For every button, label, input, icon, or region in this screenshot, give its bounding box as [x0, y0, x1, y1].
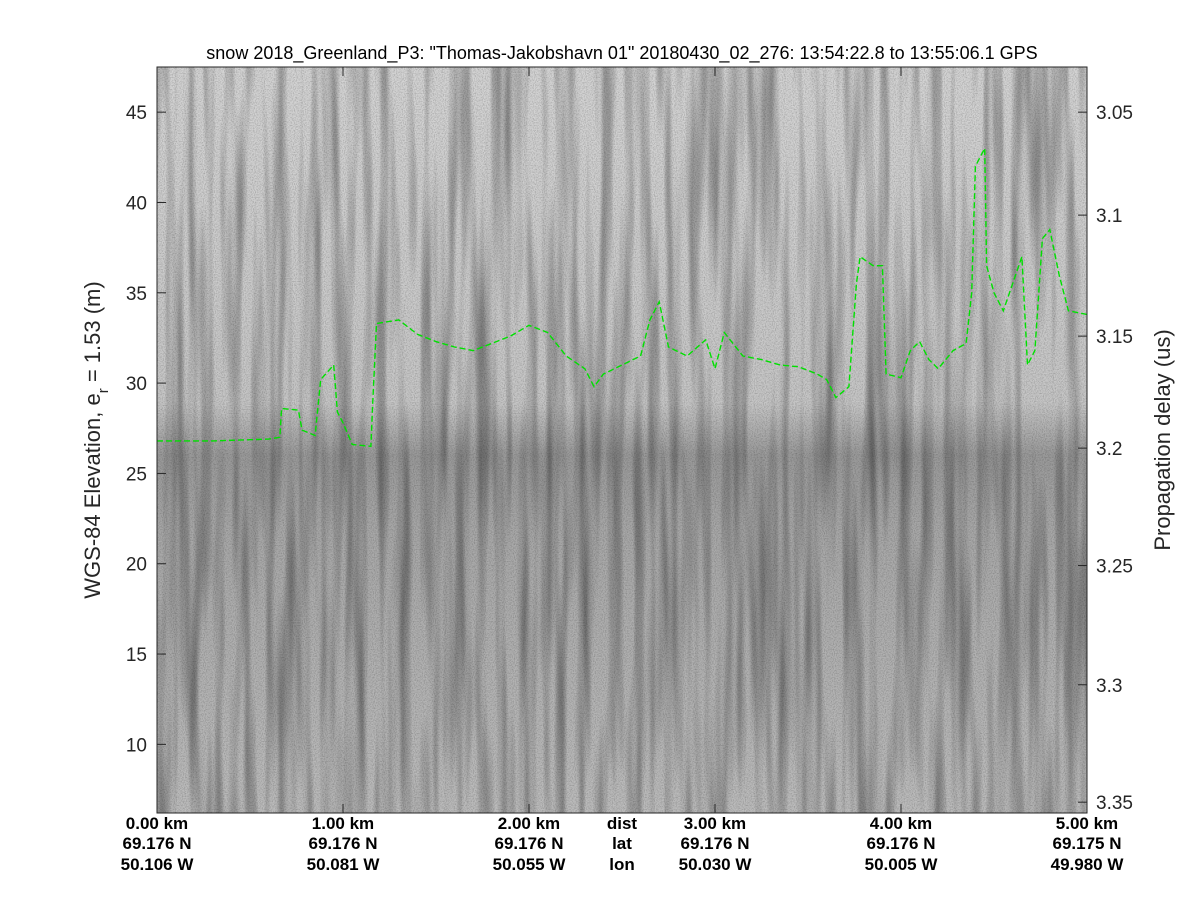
y2-tick-label: 3.15 [1096, 327, 1133, 348]
x-tick-label-lon: 50.106 W [121, 855, 195, 874]
y-tick-label: 15 [126, 645, 147, 666]
y2-tick-label: 3.2 [1096, 439, 1122, 460]
surface-layer [157, 147, 1087, 448]
y2-tick-label: 3.1 [1096, 206, 1122, 227]
x-tick-label-lon: 49.980 W [1051, 855, 1125, 874]
y-axis-left: 10 15 20 25 30 35 40 45 [126, 103, 166, 756]
x-tick-label-dist: 5.00 km [1056, 814, 1118, 833]
x-tick-label-dist: 4.00 km [870, 814, 932, 833]
x-tick-label-dist: 2.00 km [498, 814, 560, 833]
x-tick-label-lat: 69.176 N [681, 834, 750, 853]
x-row-label-dist: dist [607, 814, 638, 833]
y2-axis-label: Propagation delay (us) [1150, 329, 1175, 550]
y-tick-label: 10 [126, 735, 147, 756]
x-tick-label-dist: 0.00 km [126, 814, 188, 833]
y-tick-label: 25 [126, 464, 147, 485]
surface-trace-line [157, 147, 1087, 448]
y2-tick-label: 3.05 [1096, 103, 1133, 124]
y-tick-label: 35 [126, 284, 147, 305]
x-row-label-lon: lon [609, 855, 635, 874]
x-tick-label-lat: 69.176 N [495, 834, 564, 853]
x-tick-label-lat: 69.176 N [867, 834, 936, 853]
y-tick-label: 20 [126, 555, 147, 576]
y-tick-label: 45 [126, 103, 147, 124]
x-tick-label-lat: 69.175 N [1053, 834, 1122, 853]
plot-frame [156, 66, 1088, 814]
x-row-label-lat: lat [612, 834, 632, 853]
x-tick-label-lat: 69.176 N [123, 834, 192, 853]
x-tick-label-lon: 50.005 W [865, 855, 939, 874]
y2-tick-label: 3.3 [1096, 676, 1122, 697]
y2-tick-label: 3.35 [1096, 793, 1133, 814]
x-tick-label-dist: 3.00 km [684, 814, 746, 833]
y-axis-label: WGS-84 Elevation, er = 1.53 (m) [80, 281, 112, 598]
y-tick-label: 30 [126, 374, 147, 395]
x-tick-label-lat: 69.176 N [309, 834, 378, 853]
y2-tick-label: 3.25 [1096, 557, 1133, 578]
x-tick-label-lon: 50.030 W [679, 855, 753, 874]
chart-title: snow 2018_Greenland_P3: "Thomas-Jakobsha… [206, 43, 1037, 64]
echogram-noise [157, 67, 1087, 813]
y-tick-label: 40 [126, 193, 147, 214]
x-tick-label-lon: 50.055 W [493, 855, 567, 874]
y-axis-right: 3.05 3.1 3.15 3.2 3.25 3.3 3.35 [1078, 103, 1133, 814]
x-tick-label-dist: 1.00 km [312, 814, 374, 833]
x-tick-label-lon: 50.081 W [307, 855, 381, 874]
plot-area [157, 67, 1087, 813]
